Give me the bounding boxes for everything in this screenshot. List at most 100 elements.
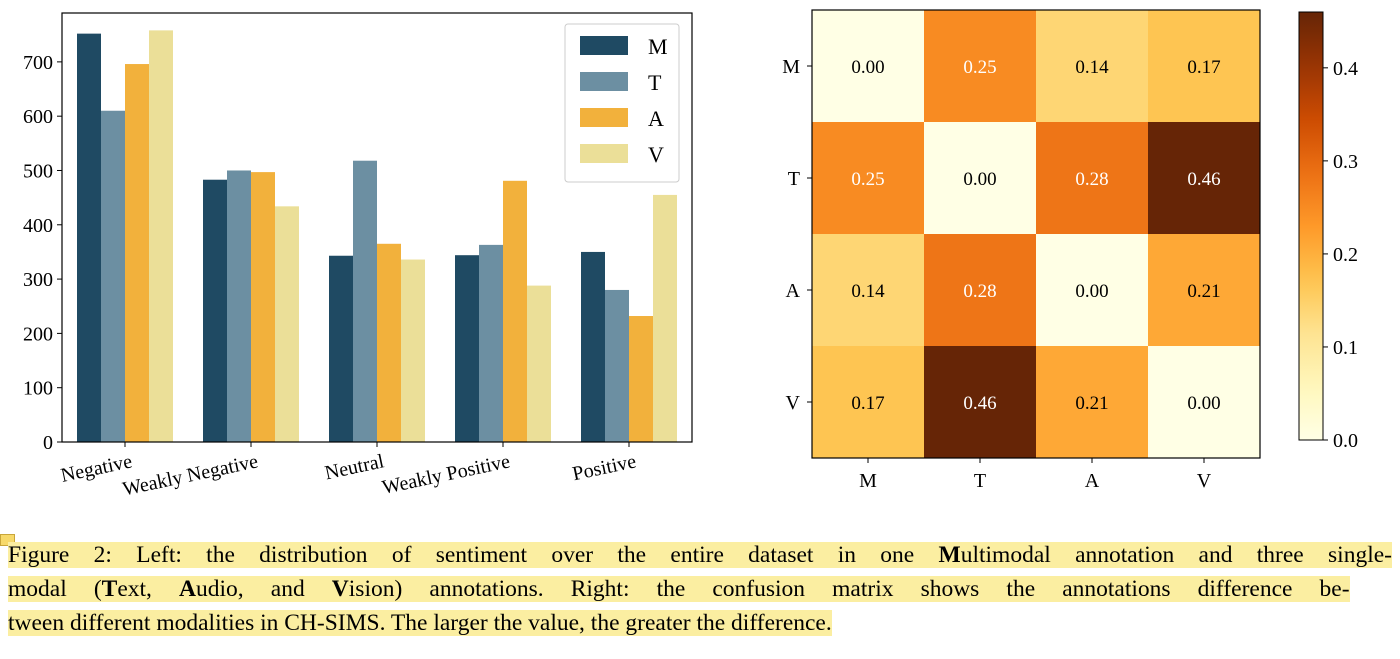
- bar-A-3: [503, 180, 527, 442]
- heatmap-cell-A-A: [1036, 234, 1149, 347]
- heatmap-cell-M-T: [924, 10, 1037, 123]
- heatmap-cell-value: 0.25: [851, 169, 884, 190]
- heatmap-row-label: A: [786, 280, 801, 302]
- y-tick-label: 0: [43, 432, 53, 454]
- colorbar-tick-label: 0.2: [1333, 244, 1358, 266]
- bar-T-4: [605, 289, 629, 442]
- x-tick-label: Weakly Positive: [380, 450, 512, 499]
- legend-label-A: A: [648, 106, 664, 131]
- heatmap-cell-value: 0.17: [851, 393, 884, 414]
- bar-M-1: [203, 179, 227, 443]
- y-tick-label: 600: [23, 106, 53, 128]
- bar-T-3: [479, 244, 503, 442]
- heatmap-cell-value: 0.00: [1075, 281, 1108, 302]
- caption-text: modal (: [8, 576, 102, 602]
- heatmap-cell-V-A: [1036, 346, 1149, 459]
- heatmap-cell-M-V: [1148, 10, 1261, 123]
- heatmap-col-label: T: [974, 470, 986, 492]
- heatmap-cell-T-T: [924, 122, 1037, 235]
- colorbar-tick-label: 0.4: [1333, 58, 1358, 80]
- caption-text: tween different modalities in CH-SIMS. T…: [8, 610, 832, 636]
- figure-caption: Figure 2: Left: the distribution of sent…: [8, 538, 1392, 640]
- bar-axes-frame: [61, 12, 693, 443]
- legend-swatch-V: [580, 144, 628, 163]
- heatmap-col-label: A: [1085, 470, 1100, 492]
- bar-T-1: [227, 170, 251, 442]
- colorbar-tick-label: 0.1: [1333, 337, 1358, 359]
- caption-line: tween different modalities in CH-SIMS. T…: [8, 606, 1392, 640]
- bar-T-2: [353, 160, 377, 442]
- heatmap-cell-M-M: [812, 10, 925, 123]
- bar-V-4: [653, 194, 677, 442]
- heatmap-cell-value: 0.46: [1187, 169, 1220, 190]
- heatmap-cell-value: 0.28: [963, 281, 996, 302]
- caption-text: Figure 2: Left: the distribution of sent…: [8, 542, 939, 568]
- heatmap-cell-value: 0.17: [1187, 57, 1220, 78]
- colorbar: 0.0 0.1 0.2 0.3 0.4: [1298, 11, 1358, 452]
- heatmap-cell-V-T: [924, 346, 1037, 459]
- bar-V-3: [527, 285, 551, 442]
- caption-line: Figure 2: Left: the distribution of sent…: [8, 538, 1392, 572]
- caption-text: ext,: [117, 576, 180, 602]
- bar-A-0: [125, 64, 149, 443]
- caption-bold-letter: V: [331, 576, 349, 602]
- heatmap-cell-value: 0.00: [963, 169, 996, 190]
- heatmap-cell-A-V: [1148, 234, 1261, 347]
- caption-bold-letter: A: [179, 576, 197, 602]
- caption-text: udio, and: [196, 576, 332, 602]
- y-tick-label: 100: [23, 378, 53, 400]
- legend-label-M: M: [648, 34, 668, 59]
- bar-A-1: [251, 172, 275, 443]
- heatmap-cell-value: 0.21: [1075, 393, 1108, 414]
- bar-M-3: [455, 255, 479, 442]
- heatmap-col-label: V: [1197, 470, 1212, 492]
- heatmap-cell-value: 0.21: [1187, 281, 1220, 302]
- legend-box: [564, 23, 680, 183]
- heatmap-cell-T-A: [1036, 122, 1149, 235]
- bar-V-2: [401, 259, 425, 442]
- y-tick-label: 500: [23, 160, 53, 182]
- bar-A-4: [629, 316, 653, 442]
- caption-highlight: Figure 2: Left: the distribution of sent…: [8, 542, 1392, 568]
- heatmap-cell-T-M: [812, 122, 925, 235]
- heatmap-cell-value: 0.00: [1187, 393, 1220, 414]
- legend-label-T: T: [648, 70, 662, 95]
- caption-bold-letter: T: [101, 576, 118, 602]
- heatmap-row-label: M: [782, 56, 800, 78]
- legend-label-V: V: [648, 142, 664, 167]
- y-tick-label: 200: [23, 323, 53, 345]
- heatmap-cell-value: 0.00: [851, 57, 884, 78]
- caption-text: ision) annotations. Right: the confusion…: [348, 576, 1350, 602]
- caption-bold-letter: M: [938, 542, 961, 568]
- heatmap-col-label: M: [859, 470, 877, 492]
- bar-M-4: [581, 251, 605, 442]
- heatmap-cell-V-M: [812, 346, 925, 459]
- bar-M-0: [77, 33, 101, 443]
- heatmap-cell-V-V: [1148, 346, 1261, 459]
- heatmap-cell-value: 0.25: [963, 57, 996, 78]
- heatmap-cell-A-M: [812, 234, 925, 347]
- caption-text: ultimodal annotation and three single-: [960, 542, 1392, 568]
- legend-swatch-M: [580, 36, 628, 55]
- bar-T-0: [101, 110, 125, 443]
- heatmap-cell-A-T: [924, 234, 1037, 347]
- heatmap-chart: 0.00 0.25 0.14 0.17 0.25 0.00 0.28 0.46 0.14 0.28…: [782, 9, 1261, 492]
- bar-V-0: [149, 30, 173, 442]
- heatmap-cell-value: 0.14: [851, 281, 885, 302]
- heatmap-cell-M-A: [1036, 10, 1149, 123]
- y-tick-label: 300: [23, 269, 53, 291]
- bar-V-1: [275, 206, 299, 442]
- heatmap-cell-value: 0.14: [1075, 57, 1109, 78]
- legend-swatch-T: [580, 72, 628, 91]
- caption-highlight: tween different modalities in CH-SIMS. T…: [8, 610, 832, 636]
- caption-highlight: modal (Text, Audio, and Vision) annotati…: [8, 576, 1350, 602]
- heatmap-cell-value: 0.28: [1075, 169, 1108, 190]
- y-tick-label: 700: [23, 52, 53, 74]
- caption-line: modal (Text, Audio, and Vision) annotati…: [8, 572, 1392, 606]
- x-tick-label: Neutral: [323, 450, 387, 484]
- x-tick-label: Positive: [570, 450, 638, 485]
- colorbar-gradient: [1298, 11, 1324, 441]
- x-tick-label: Weakly Negative: [121, 450, 260, 500]
